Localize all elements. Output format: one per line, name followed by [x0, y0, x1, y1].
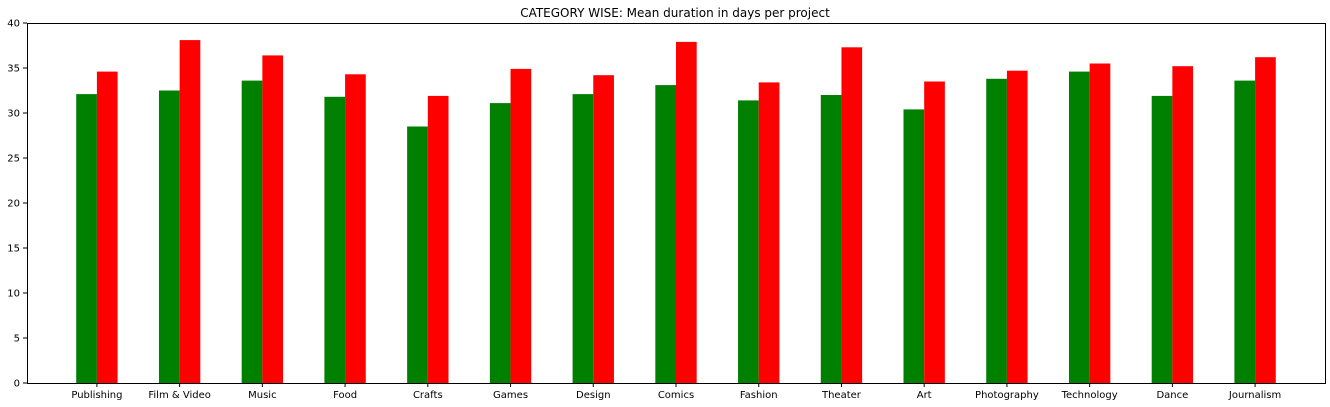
x-tick-label: Publishing — [71, 390, 122, 401]
x-tick-label: Crafts — [413, 390, 443, 401]
bar-series2-2 — [262, 55, 284, 384]
bar-series1-12 — [1068, 71, 1090, 383]
bar-series2-8 — [758, 82, 780, 384]
bar-series1-6 — [572, 94, 594, 383]
bar-series1-0 — [76, 94, 97, 383]
plot-frame — [27, 23, 1326, 384]
y-tick-label: 15 — [7, 244, 20, 255]
x-tick-label: Theater — [821, 390, 862, 401]
x-axis-ticks: Publishing Film & Video Music Food Crafts Gam… — [71, 383, 1281, 401]
y-tick-label: 5 — [14, 334, 20, 345]
x-tick-label: Dance — [1156, 390, 1188, 401]
bar-series2-14 — [1255, 57, 1276, 383]
bar-series1-14 — [1234, 80, 1256, 383]
x-tick-label: Film & Video — [148, 390, 211, 401]
bar-series1-1 — [158, 90, 180, 383]
bar-series2-13 — [1172, 66, 1194, 383]
chart-title: CATEGORY WISE: Mean duration in days per… — [520, 6, 830, 20]
y-tick-label: 40 — [7, 19, 20, 30]
x-tick-label: Games — [493, 390, 528, 401]
bar-series2-12 — [1089, 63, 1111, 383]
x-tick-label: Fashion — [740, 390, 778, 401]
bar-series1-13 — [1151, 95, 1173, 384]
x-tick-label: Music — [248, 390, 276, 401]
y-tick-label: 20 — [7, 199, 20, 210]
bar-series2-4 — [427, 95, 449, 384]
y-tick-label: 0 — [14, 379, 20, 390]
x-tick-label: Technology — [1061, 390, 1118, 401]
y-axis-ticks: 0 5 10 15 20 25 30 35 40 — [7, 19, 27, 390]
bar-series1-8 — [738, 100, 759, 384]
bar-series2-11 — [1006, 70, 1028, 383]
bar-series2-3 — [345, 74, 366, 384]
bar-series1-5 — [489, 103, 511, 383]
x-tick-label: Journalism — [1228, 390, 1281, 401]
y-tick-label: 35 — [7, 64, 20, 75]
bar-series1-9 — [820, 95, 842, 383]
bars-group — [76, 40, 1276, 384]
x-tick-label: Design — [576, 390, 611, 401]
bar-series2-7 — [676, 41, 697, 384]
x-tick-label: Photography — [975, 390, 1039, 401]
y-tick-label: 30 — [7, 109, 20, 120]
bar-series1-7 — [655, 85, 676, 383]
x-tick-label: Food — [333, 390, 357, 401]
bar-series2-6 — [593, 75, 614, 383]
bar-series1-2 — [241, 80, 263, 383]
bar-series2-10 — [924, 81, 945, 383]
y-tick-label: 25 — [7, 154, 20, 165]
bar-series2-0 — [96, 71, 118, 383]
bar-series1-10 — [903, 109, 925, 384]
bar-series1-3 — [324, 96, 346, 384]
y-tick-label: 10 — [7, 289, 20, 300]
bar-series2-9 — [841, 47, 863, 384]
bar-series2-5 — [510, 68, 532, 384]
bar-series1-11 — [986, 78, 1007, 384]
x-tick-label: Comics — [658, 390, 694, 401]
x-tick-label: Art — [917, 390, 932, 401]
bar-series1-4 — [407, 126, 428, 383]
bar-series2-1 — [179, 40, 201, 383]
